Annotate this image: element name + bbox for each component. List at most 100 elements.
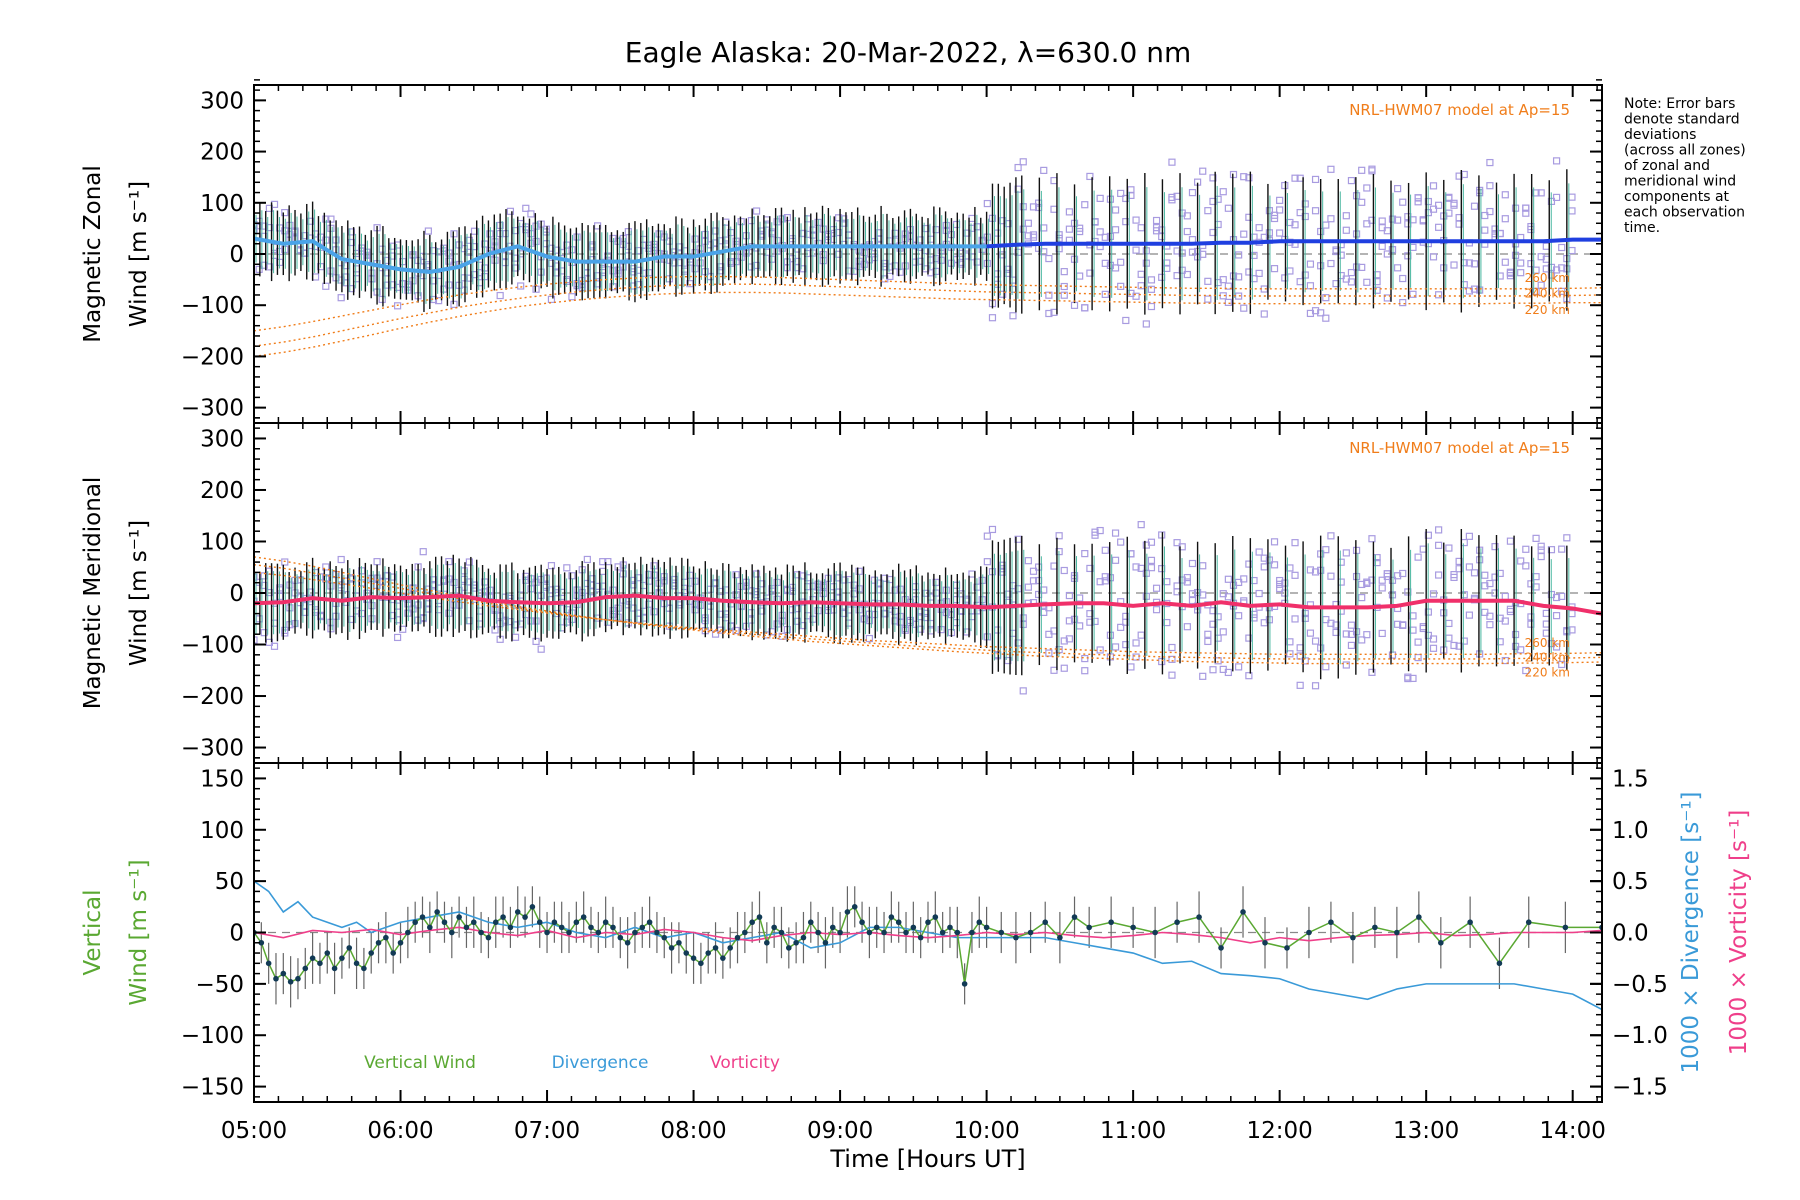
zone-sample-marker: [747, 217, 756, 225]
zone-sample-marker: [445, 609, 453, 617]
zone-sample-marker: [1152, 584, 1161, 592]
zone-sample-marker: [311, 273, 320, 281]
zone-sample-marker: [506, 207, 515, 215]
zone-sample-marker: [1235, 273, 1243, 281]
zone-sample-marker: [1045, 309, 1053, 318]
zone-sample-marker: [1240, 230, 1248, 238]
zone-sample-marker: [1286, 650, 1294, 658]
zone-sample-marker: [1199, 562, 1207, 570]
zone-sample-marker: [1276, 206, 1284, 214]
zone-sample-marker: [537, 645, 545, 653]
zone-sample-marker: [1224, 668, 1232, 677]
zone-sample-marker: [1506, 537, 1515, 545]
zone-sample-marker: [1286, 218, 1294, 227]
vertical-wind-point: [602, 919, 609, 926]
zone-sample-marker: [901, 624, 909, 633]
zone-sample-marker: [1168, 671, 1176, 679]
zone-sample-marker: [1024, 232, 1032, 240]
zone-sample-marker: [752, 570, 761, 578]
zone-sample-marker: [1029, 567, 1038, 575]
zone-sample-marker: [860, 260, 868, 268]
zone-sample-marker: [1558, 545, 1566, 553]
vertical-wind-point: [895, 919, 902, 926]
zone-sample-marker: [393, 302, 402, 310]
y-axis-title: Wind [m s⁻¹]: [126, 520, 152, 666]
zone-sample-marker: [732, 258, 740, 266]
model-curve-values_at_240km: [254, 283, 1602, 347]
vertical-wind-point: [536, 919, 543, 926]
zone-sample-marker: [814, 218, 822, 227]
y-tick-label: 300: [200, 88, 244, 114]
zone-sample-marker: [322, 236, 330, 244]
zone-sample-marker: [1332, 628, 1340, 637]
zone-sample-marker: [1358, 198, 1366, 206]
zone-sample-marker: [1522, 545, 1530, 553]
zone-sample-marker: [1132, 292, 1140, 300]
vertical-wind-point: [976, 919, 983, 926]
zone-sample-marker: [1209, 666, 1217, 674]
zone-sample-marker: [1040, 586, 1048, 594]
zone-sample-marker: [265, 204, 273, 212]
zone-sample-marker: [1470, 202, 1479, 210]
vertical-wind-point: [405, 929, 411, 936]
zone-sample-marker: [732, 571, 740, 579]
zone-sample-marker: [773, 236, 781, 245]
zone-sample-marker: [1255, 224, 1263, 232]
zone-sample-marker: [254, 636, 258, 644]
zone-sample-marker: [778, 215, 786, 223]
zone-sample-marker: [1501, 592, 1509, 601]
divergence-line: [254, 880, 1602, 1011]
zone-sample-marker: [1086, 618, 1094, 626]
zone-sample-marker: [409, 584, 417, 593]
vertical-wind-point: [309, 955, 316, 961]
legend-label: Vertical Wind: [364, 1053, 476, 1073]
zone-sample-marker: [896, 618, 904, 626]
zone-sample-marker: [1306, 566, 1315, 574]
zone-sample-marker: [1311, 307, 1320, 315]
zone-sample-marker: [486, 586, 494, 594]
zone-sample-marker: [532, 637, 540, 646]
zone-sample-marker: [819, 257, 827, 265]
note-line: (across all zones): [1624, 143, 1746, 159]
zone-sample-marker: [1419, 624, 1427, 633]
zone-sample-marker: [1399, 569, 1407, 578]
vertical-wind-point: [910, 924, 917, 931]
vertical-wind-point: [419, 914, 426, 920]
zone-sample-marker: [640, 235, 648, 244]
zone-sample-marker: [860, 615, 868, 623]
zone-sample-marker: [1450, 201, 1458, 209]
zone-sample-marker: [1024, 583, 1032, 591]
zone-sample-marker: [1132, 639, 1140, 647]
zone-sample-marker: [655, 579, 663, 587]
zone-sample-marker: [470, 227, 479, 235]
y-tick-label: 100: [200, 529, 244, 555]
vertical-wind-point: [617, 934, 624, 941]
vertical-wind-point: [925, 919, 931, 926]
x-tick-label: 12:00: [1247, 1118, 1313, 1144]
vertical-wind-point: [375, 939, 382, 946]
zone-sample-marker: [1045, 649, 1053, 657]
zone-sample-marker: [1183, 227, 1191, 236]
vertical-wind-point: [434, 909, 440, 915]
zone-sample-marker: [1332, 246, 1340, 254]
zone-sample-marker: [532, 237, 540, 246]
zone-sample-marker: [1199, 672, 1207, 680]
zone-sample-marker: [691, 265, 699, 273]
model-curve-values_at_260km: [254, 571, 1602, 656]
vertical-wind-point: [676, 939, 682, 946]
zone-sample-marker: [999, 290, 1007, 298]
vertical-wind-panel: 150 100 50 0 −50 −100 −150 Vertical Wind [m s⁻¹]…: [80, 757, 1752, 1144]
zone-sample-marker: [1552, 193, 1561, 202]
zone-sample-marker: [1291, 221, 1299, 229]
zone-sample-marker: [327, 215, 335, 223]
zone-sample-marker: [322, 575, 330, 583]
zone-sample-marker: [1076, 622, 1084, 630]
y-axis-title: Magnetic Zonal: [80, 165, 106, 343]
zone-sample-marker: [286, 604, 294, 612]
zone-sample-marker: [1450, 573, 1458, 582]
zone-sample-marker: [1276, 580, 1284, 588]
zone-sample-marker: [650, 571, 658, 579]
y-tick-label: 100: [200, 191, 244, 217]
zone-sample-marker: [1358, 166, 1366, 174]
zone-sample-marker: [1358, 594, 1366, 602]
